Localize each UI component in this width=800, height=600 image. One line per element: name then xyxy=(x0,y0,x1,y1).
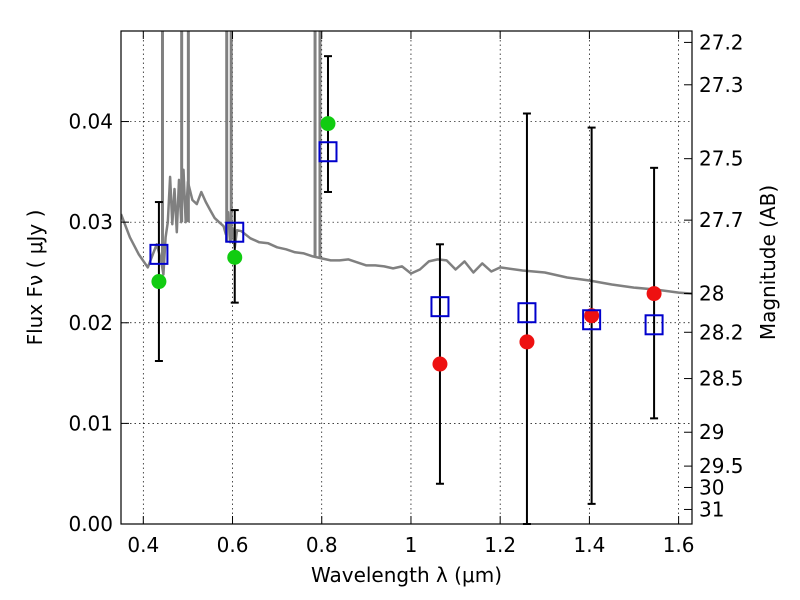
model-flux-square xyxy=(318,141,338,163)
model-flux-square xyxy=(430,296,450,318)
model-flux-square xyxy=(225,221,245,243)
model-flux-square xyxy=(644,314,664,336)
plot-frame xyxy=(120,30,693,525)
flux-point xyxy=(227,249,243,265)
model-spectrum-line xyxy=(121,168,692,295)
flux-point xyxy=(519,334,535,350)
y-tick-label: 0.02 xyxy=(68,311,113,335)
mag-tick-label: 28 xyxy=(699,281,724,305)
y-tick-label: 0.01 xyxy=(68,411,113,435)
x-axis-label: Wavelength λ (μm) xyxy=(311,563,502,587)
y2-axis-label: Magnitude (AB) xyxy=(756,185,780,340)
mag-tick-label: 27.5 xyxy=(699,147,744,171)
mag-tick-label: 29.5 xyxy=(699,454,744,478)
x-tick-label: 0.6 xyxy=(217,533,249,557)
model-spectrum xyxy=(121,31,692,295)
x-tick-label: 1.2 xyxy=(484,533,516,557)
mag-tick-label: 27.2 xyxy=(699,30,744,54)
x-tick-label: 1.6 xyxy=(663,533,695,557)
x-tick-label: 1.4 xyxy=(573,533,605,557)
x-tick-label: 1 xyxy=(405,533,418,557)
mag-tick-label: 31 xyxy=(699,497,724,521)
x-tick-label: 0.8 xyxy=(306,533,338,557)
mag-tick-label: 30 xyxy=(699,475,724,499)
x-tick-label: 0.4 xyxy=(127,533,159,557)
y-axis-label: Flux Fν ( μJy ) xyxy=(23,210,47,346)
flux-point xyxy=(151,274,167,290)
data-points xyxy=(149,55,664,525)
flux-point xyxy=(584,308,600,324)
model-flux-square xyxy=(582,309,602,331)
mag-tick-label: 27.3 xyxy=(699,73,744,97)
model-flux-square xyxy=(517,302,537,324)
mag-tick-label: 27.7 xyxy=(699,208,744,232)
flux-point xyxy=(646,286,662,302)
y-tick-label: 0.03 xyxy=(68,210,113,234)
mag-tick-label: 29 xyxy=(699,420,724,444)
flux-point xyxy=(432,356,448,372)
axis-ticks: 0.4 0.6 0.8 1 1.2 1.4 1.6 0.00 0.01 0.02 0.03 0.04 2… xyxy=(68,30,743,557)
mag-tick-label: 28.2 xyxy=(699,320,744,344)
model-flux-square xyxy=(149,243,169,265)
flux-point xyxy=(320,116,336,132)
grid xyxy=(121,31,692,525)
y-tick-label: 0.00 xyxy=(68,512,113,536)
mag-tick-label: 28.5 xyxy=(699,367,744,391)
y-tick-label: 0.04 xyxy=(68,110,113,134)
